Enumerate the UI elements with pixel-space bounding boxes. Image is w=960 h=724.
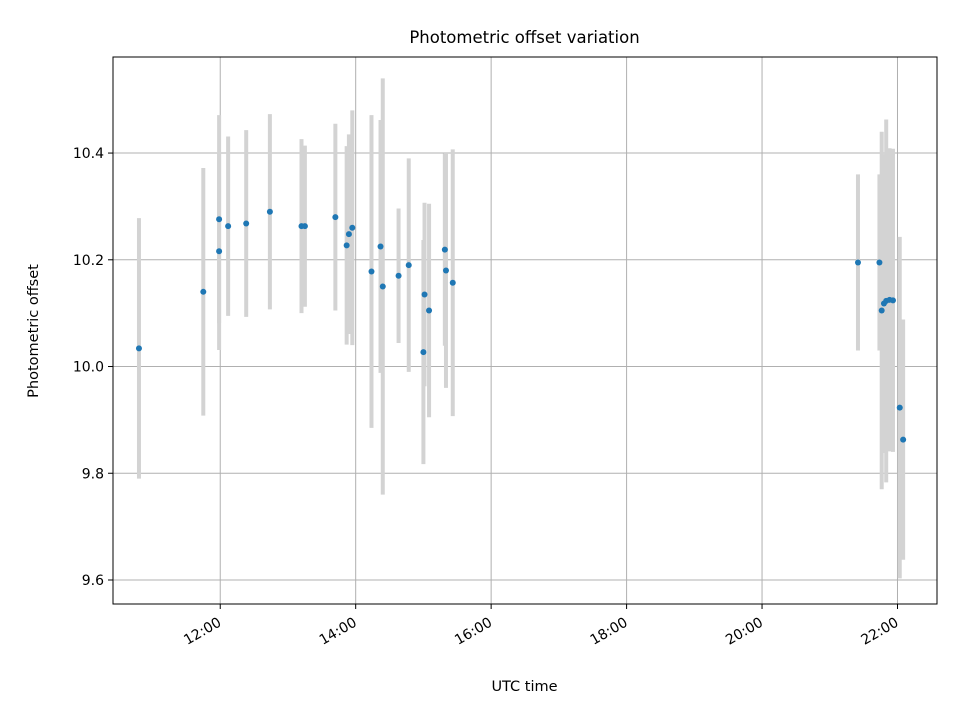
chart-title: Photometric offset variation: [409, 28, 639, 47]
data-point: [889, 297, 896, 304]
data-point: [395, 272, 402, 279]
y-tick-label: 10.2: [73, 253, 104, 269]
y-tick-label: 9.8: [82, 466, 104, 482]
data-point: [216, 216, 223, 223]
data-point: [200, 288, 207, 295]
data-point: [900, 436, 907, 443]
plot-frame: [112, 56, 938, 605]
data-point: [426, 307, 433, 314]
data-point: [420, 349, 427, 356]
data-point: [441, 246, 448, 253]
y-axis-label: Photometric offset: [26, 264, 42, 398]
data-point: [301, 223, 308, 230]
data-point: [854, 259, 861, 266]
data-point: [345, 231, 352, 238]
data-point: [876, 259, 883, 266]
data-point: [349, 224, 356, 231]
data-point: [243, 220, 250, 227]
y-axis-ticks: 9.6 9.8 10.0 10.2 10.4: [73, 146, 113, 589]
y-tick-label: 10.4: [73, 146, 104, 162]
data-point: [878, 307, 885, 314]
y-tick-label: 9.6: [82, 573, 104, 589]
data-point: [216, 248, 223, 255]
data-point: [442, 267, 449, 274]
data-point: [377, 243, 384, 250]
data-points: [135, 208, 907, 443]
data-point: [225, 223, 232, 230]
data-point: [449, 279, 456, 286]
data-point: [332, 214, 339, 221]
data-point: [421, 291, 428, 298]
grid-lines: [113, 57, 937, 604]
y-tick-label: 10.0: [73, 360, 104, 376]
data-point: [405, 262, 412, 269]
data-point: [266, 208, 273, 215]
data-point: [135, 345, 142, 352]
data-point: [343, 242, 350, 249]
data-point: [896, 404, 903, 411]
data-point: [379, 283, 386, 290]
x-axis-label: UTC time: [491, 679, 557, 695]
data-point: [368, 268, 375, 275]
